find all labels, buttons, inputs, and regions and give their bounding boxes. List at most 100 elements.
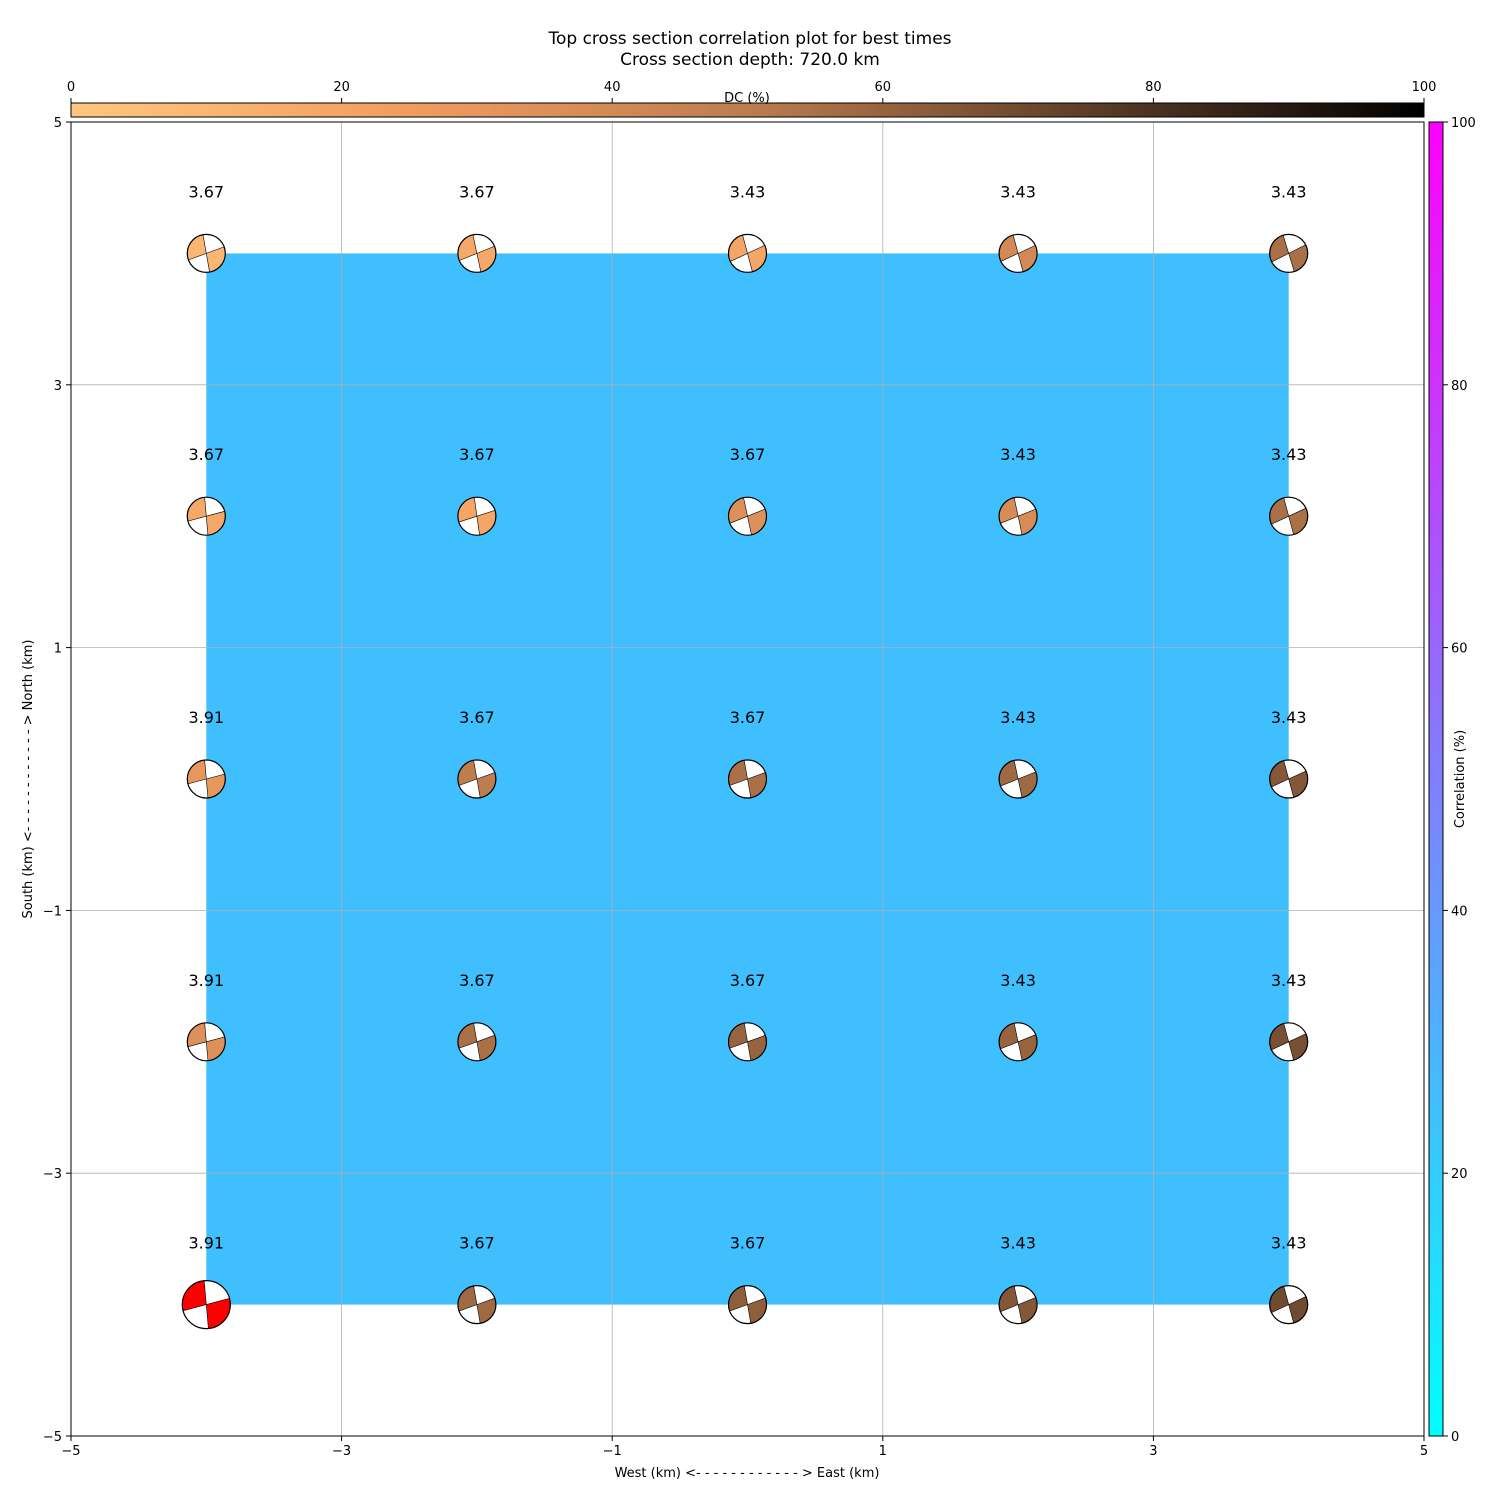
beachball-outline [186, 496, 226, 536]
point-value-label: 3.43 [730, 182, 766, 201]
beachball [186, 233, 226, 273]
beachball [457, 1284, 497, 1325]
point-value-label: 3.43 [1000, 182, 1036, 201]
plot-frame [70, 121, 1425, 1437]
beachball [457, 496, 497, 536]
correlation-colorbar-label: Correlation (%) [1453, 730, 1468, 828]
beachball-outline [727, 1284, 768, 1325]
point-value-label: 3.43 [1271, 182, 1307, 201]
beachball-best [181, 1279, 231, 1330]
y-tick-label: 3 [54, 379, 62, 394]
beachball-outline [998, 759, 1038, 799]
beachball [1269, 759, 1309, 799]
beachball-outline [1269, 233, 1309, 273]
beachball [727, 1022, 768, 1062]
point-value-label: 3.67 [730, 445, 766, 464]
beachball-outline [457, 1022, 497, 1062]
beachball-outline [727, 1022, 768, 1062]
point-value-label: 3.67 [730, 971, 766, 990]
x-tick-label: 3 [1149, 1444, 1157, 1459]
correlation-tick-label: 60 [1451, 642, 1468, 657]
beachball [998, 496, 1038, 536]
value-labels: 3.67 3.67 3.43 3.43 3.43 3.67 3.67 3.67 3.43 3.43… [188, 182, 1306, 1252]
beachball-outline [727, 759, 768, 799]
beachball [998, 1022, 1038, 1062]
point-value-label: 3.91 [188, 971, 224, 990]
beachball-outline [1269, 1284, 1309, 1325]
beachball-markers [181, 233, 1309, 1330]
beachball-outline [727, 233, 768, 273]
y-tick-label: 1 [54, 642, 62, 657]
x-axis-label: West (km) <- - - - - - - - - - - - > Eas… [615, 1466, 880, 1481]
point-value-label: 3.43 [1000, 971, 1036, 990]
point-value-label: 3.67 [730, 1234, 766, 1253]
beachball [186, 496, 226, 536]
point-value-label: 3.43 [1271, 445, 1307, 464]
correlation-tick-label: 100 [1451, 116, 1476, 131]
x-tick-label: 1 [879, 1444, 887, 1459]
beachball [1269, 1284, 1309, 1325]
beachball-outline [998, 1022, 1038, 1062]
y-axis-label: South (km) <- - - - - - - - - - - - > No… [21, 639, 36, 918]
beachball [457, 759, 497, 799]
dc-colorbar-gradient [70, 102, 1425, 118]
point-value-label: 3.67 [459, 1234, 495, 1253]
beachball-outline [998, 233, 1038, 273]
correlation-tick-label: 20 [1451, 1167, 1468, 1182]
correlation-tick-label: 80 [1451, 379, 1468, 394]
beachball [457, 233, 497, 273]
dc-tick-label: 20 [333, 80, 350, 95]
dc-tick-label: 100 [1412, 80, 1437, 95]
dc-tick-label: 0 [67, 80, 75, 95]
point-value-label: 3.67 [459, 971, 495, 990]
beachball [727, 496, 768, 536]
beachball-outline [181, 1279, 231, 1330]
beachball-outline [998, 1284, 1038, 1325]
y-tick-label: −1 [43, 904, 62, 919]
beachball-outline [457, 233, 497, 273]
beachball-outline [727, 496, 768, 536]
beachball-outline [998, 496, 1038, 536]
y-axis-ticks: −5 −3 −1 1 3 5 [43, 116, 71, 1445]
chart-title: Top cross section correlation plot for b… [547, 29, 951, 49]
x-tick-label: 5 [1420, 1444, 1428, 1459]
dc-tick-label: 60 [875, 80, 892, 95]
beachball [457, 1022, 497, 1062]
x-tick-label: −3 [332, 1444, 351, 1459]
beachball-outline [186, 1022, 226, 1062]
beachball-outline [1269, 759, 1309, 799]
beachball-outline [457, 759, 497, 799]
beachball-outline [186, 759, 226, 799]
plot-area: 3.67 3.67 3.43 3.43 3.43 3.67 3.67 3.67 3.43 3.43… [43, 116, 1428, 1459]
dc-colorbar: DC (%) 0 20 40 60 80 100 [67, 80, 1437, 118]
point-value-label: 3.43 [1000, 708, 1036, 727]
point-value-label: 3.67 [188, 445, 224, 464]
y-tick-label: 5 [54, 116, 62, 131]
point-value-label: 3.91 [188, 1234, 224, 1253]
point-value-label: 3.67 [730, 708, 766, 727]
beachball [998, 1284, 1038, 1325]
beachball [998, 233, 1038, 273]
beachball [727, 233, 768, 273]
beachball-outline [186, 233, 226, 273]
point-value-label: 3.43 [1000, 1234, 1036, 1253]
point-value-label: 3.67 [459, 182, 495, 201]
beachball [1269, 496, 1309, 536]
beachball-outline [1269, 496, 1309, 536]
dc-tick-label: 40 [604, 80, 621, 95]
beachball-outline [457, 496, 497, 536]
beachball [1269, 1022, 1309, 1062]
beachball [998, 759, 1038, 799]
point-value-label: 3.67 [459, 445, 495, 464]
beachball [186, 1022, 226, 1062]
correlation-colorbar: Correlation (%) 0 20 40 60 80 100 [1428, 116, 1476, 1445]
beachball-outline [457, 1284, 497, 1325]
correlation-tick-label: 0 [1451, 1430, 1459, 1445]
beachball-outline [1269, 1022, 1309, 1062]
point-value-label: 3.91 [188, 708, 224, 727]
beachball [186, 759, 226, 799]
x-tick-label: −1 [603, 1444, 622, 1459]
dc-colorbar-label: DC (%) [724, 91, 770, 106]
beachball [727, 1284, 768, 1325]
